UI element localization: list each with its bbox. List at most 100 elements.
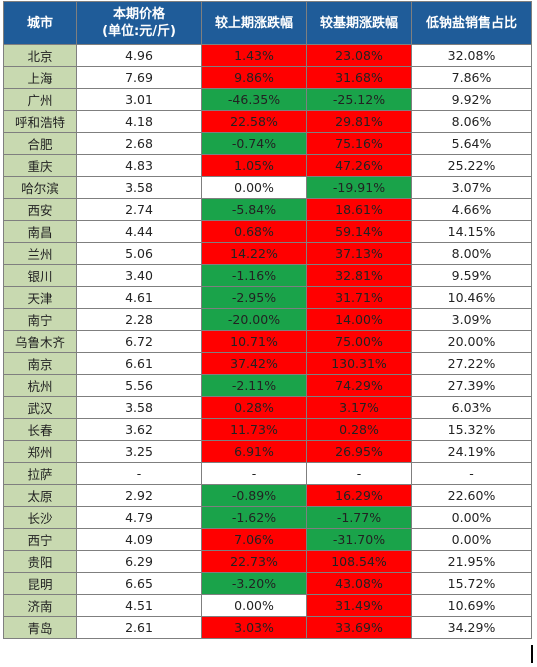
table-row: 长春 3.62 11.73% 0.28% 15.32% xyxy=(3,418,532,441)
price-cell: 3.40 xyxy=(76,264,202,287)
price-cell: 6.72 xyxy=(76,330,202,353)
low-sodium-share-cell: 27.22% xyxy=(411,352,532,375)
low-sodium-share-cell: 20.00% xyxy=(411,330,532,353)
price-cell: 3.62 xyxy=(76,418,202,441)
change-vs-prev-cell: -3.20% xyxy=(201,572,307,595)
city-cell: 哈尔滨 xyxy=(3,176,77,199)
table-row: 贵阳 6.29 22.73% 108.54% 21.95% xyxy=(3,550,532,573)
table-row: 昆明 6.65 -3.20% 43.08% 15.72% xyxy=(3,572,532,595)
change-vs-base-cell: 33.69% xyxy=(306,616,412,639)
table-row: 上海 7.69 9.86% 31.68% 7.86% xyxy=(3,66,532,89)
change-vs-base-cell: 75.16% xyxy=(306,132,412,155)
price-cell: 2.68 xyxy=(76,132,202,155)
change-vs-base-cell: -19.91% xyxy=(306,176,412,199)
price-cell: 4.61 xyxy=(76,286,202,309)
table-row: 呼和浩特 4.18 22.58% 29.81% 8.06% xyxy=(3,110,532,133)
change-vs-base-cell: 37.13% xyxy=(306,242,412,265)
city-cell: 兰州 xyxy=(3,242,77,265)
change-vs-base-cell: 74.29% xyxy=(306,374,412,397)
city-cell: 西安 xyxy=(3,198,77,221)
change-vs-base-cell: -25.12% xyxy=(306,88,412,111)
low-sodium-share-cell: 9.92% xyxy=(411,88,532,111)
change-vs-base-cell: 23.08% xyxy=(306,44,412,67)
change-vs-prev-cell: -1.62% xyxy=(201,506,307,529)
change-vs-prev-cell: -0.89% xyxy=(201,484,307,507)
change-vs-prev-cell: 7.06% xyxy=(201,528,307,551)
low-sodium-share-cell: 21.95% xyxy=(411,550,532,573)
table-row: 西宁 4.09 7.06% -31.70% 0.00% xyxy=(3,528,532,551)
change-vs-prev-cell: 0.28% xyxy=(201,396,307,419)
city-cell: 贵阳 xyxy=(3,550,77,573)
change-vs-prev-cell: -0.74% xyxy=(201,132,307,155)
change-vs-base-cell: 31.68% xyxy=(306,66,412,89)
price-cell: 2.61 xyxy=(76,616,202,639)
table-row: 哈尔滨 3.58 0.00% -19.91% 3.07% xyxy=(3,176,532,199)
price-cell: 4.18 xyxy=(76,110,202,133)
low-sodium-share-cell: 3.07% xyxy=(411,176,532,199)
change-vs-base-cell: 16.29% xyxy=(306,484,412,507)
low-sodium-share-cell: 32.08% xyxy=(411,44,532,67)
city-cell: 北京 xyxy=(3,44,77,67)
city-cell: 西宁 xyxy=(3,528,77,551)
city-cell: 重庆 xyxy=(3,154,77,177)
city-cell: 银川 xyxy=(3,264,77,287)
price-cell: 4.83 xyxy=(76,154,202,177)
change-vs-prev-cell: 0.68% xyxy=(201,220,307,243)
change-vs-base-cell: 75.00% xyxy=(306,330,412,353)
change-vs-base-cell: 14.00% xyxy=(306,308,412,331)
change-vs-base-cell: 108.54% xyxy=(306,550,412,573)
city-cell: 天津 xyxy=(3,286,77,309)
city-cell: 长春 xyxy=(3,418,77,441)
city-cell: 南昌 xyxy=(3,220,77,243)
price-cell: 3.58 xyxy=(76,396,202,419)
table-row: 西安 2.74 -5.84% 18.61% 4.66% xyxy=(3,198,532,221)
low-sodium-share-cell: 0.00% xyxy=(411,528,532,551)
table-row: 武汉 3.58 0.28% 3.17% 6.03% xyxy=(3,396,532,419)
city-cell: 南宁 xyxy=(3,308,77,331)
low-sodium-share-cell: 24.19% xyxy=(411,440,532,463)
change-vs-prev-cell: 1.05% xyxy=(201,154,307,177)
price-cell: 3.25 xyxy=(76,440,202,463)
table-row: 南京 6.61 37.42% 130.31% 27.22% xyxy=(3,352,532,375)
city-cell: 呼和浩特 xyxy=(3,110,77,133)
change-vs-prev-cell: - xyxy=(201,462,307,485)
city-cell: 南京 xyxy=(3,352,77,375)
price-cell: 4.09 xyxy=(76,528,202,551)
low-sodium-share-cell: 6.03% xyxy=(411,396,532,419)
table-row: 拉萨 - - - - xyxy=(3,462,532,485)
table-row: 天津 4.61 -2.95% 31.71% 10.46% xyxy=(3,286,532,309)
low-sodium-share-cell: 3.09% xyxy=(411,308,532,331)
low-sodium-share-cell: 8.06% xyxy=(411,110,532,133)
table-row: 乌鲁木齐 6.72 10.71% 75.00% 20.00% xyxy=(3,330,532,353)
price-cell: 5.56 xyxy=(76,374,202,397)
city-cell: 太原 xyxy=(3,484,77,507)
header-price-title: 本期价格 xyxy=(112,7,165,22)
city-cell: 青岛 xyxy=(3,616,77,639)
header-price: 本期价格 (单位:元/斤) xyxy=(76,1,202,45)
change-vs-prev-cell: 9.86% xyxy=(201,66,307,89)
price-cell: - xyxy=(76,462,202,485)
city-cell: 上海 xyxy=(3,66,77,89)
price-cell: 4.79 xyxy=(76,506,202,529)
low-sodium-share-cell: 8.00% xyxy=(411,242,532,265)
city-cell: 武汉 xyxy=(3,396,77,419)
change-vs-base-cell: 31.71% xyxy=(306,286,412,309)
price-cell: 3.58 xyxy=(76,176,202,199)
header-low-sodium-share: 低钠盐销售占比 xyxy=(411,1,532,45)
header-vs-prev: 较上期涨跌幅 xyxy=(201,1,307,45)
city-cell: 广州 xyxy=(3,88,77,111)
low-sodium-share-cell: 4.66% xyxy=(411,198,532,221)
price-cell: 2.92 xyxy=(76,484,202,507)
text-cursor xyxy=(531,645,533,663)
low-sodium-share-cell: 27.39% xyxy=(411,374,532,397)
city-cell: 昆明 xyxy=(3,572,77,595)
change-vs-base-cell: 26.95% xyxy=(306,440,412,463)
price-cell: 4.96 xyxy=(76,44,202,67)
salt-price-table: 城市 本期价格 (单位:元/斤) 较上期涨跌幅 较基期涨跌幅 低钠盐销售占比 北… xyxy=(3,1,532,639)
city-cell: 乌鲁木齐 xyxy=(3,330,77,353)
change-vs-prev-cell: 0.00% xyxy=(201,176,307,199)
low-sodium-share-cell: 7.86% xyxy=(411,66,532,89)
change-vs-base-cell: 31.49% xyxy=(306,594,412,617)
header-vs-base: 较基期涨跌幅 xyxy=(306,1,412,45)
change-vs-prev-cell: -5.84% xyxy=(201,198,307,221)
